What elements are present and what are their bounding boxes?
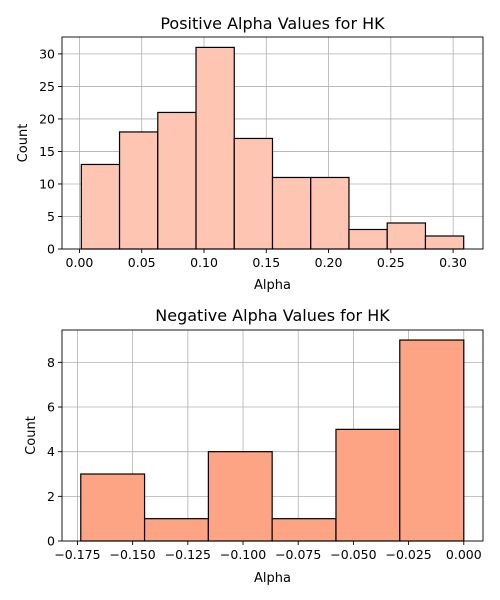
y-axis-label: Count bbox=[16, 124, 31, 163]
y-tick-label: 6 bbox=[47, 400, 55, 415]
y-axis-label: Count bbox=[24, 416, 39, 455]
histogram-bar bbox=[271, 518, 337, 542]
histogram-bar bbox=[118, 131, 159, 250]
histogram-bar bbox=[271, 176, 312, 250]
x-tick-label: 0.15 bbox=[252, 255, 280, 270]
chart-title: Negative Alpha Values for HK bbox=[155, 306, 390, 325]
y-tick-label: 2 bbox=[47, 489, 55, 504]
y-tick-label: 5 bbox=[47, 209, 55, 224]
x-tick-label: 0.10 bbox=[190, 255, 218, 270]
chart-title: Positive Alpha Values for HK bbox=[160, 14, 385, 33]
histogram-bar bbox=[310, 176, 350, 250]
x-tick-label: 0.30 bbox=[439, 255, 467, 270]
histogram-bar bbox=[207, 451, 273, 542]
histogram-bar bbox=[143, 518, 209, 542]
chart-negative-alpha: −0.175 −0.150 −0.125 −0.100 −0.075 −0.050 −0.0… bbox=[24, 306, 484, 586]
x-tick-label: −0.025 bbox=[385, 547, 431, 562]
y-tick-label: 0 bbox=[47, 534, 55, 549]
histogram-bar bbox=[424, 235, 465, 250]
x-tick-label: −0.175 bbox=[54, 547, 100, 562]
y-tick-label: 4 bbox=[47, 444, 55, 459]
x-tick-label: 0.20 bbox=[315, 255, 343, 270]
x-tick-label: −0.100 bbox=[220, 547, 266, 562]
histogram-bar bbox=[195, 46, 235, 250]
histogram-bar bbox=[80, 473, 146, 542]
histogram-bar bbox=[233, 137, 274, 250]
y-tick-label: 30 bbox=[39, 46, 55, 61]
x-tick-label: 0.000 bbox=[446, 547, 482, 562]
histogram-bar bbox=[335, 428, 401, 542]
y-tick-label: 15 bbox=[39, 144, 55, 159]
x-tick-label: 0.05 bbox=[128, 255, 156, 270]
y-tick-label: 10 bbox=[39, 176, 55, 191]
histogram-bar bbox=[80, 163, 121, 250]
x-tick-label: 0.00 bbox=[66, 255, 94, 270]
histogram-bar bbox=[386, 222, 427, 250]
y-tick-label: 0 bbox=[47, 242, 55, 257]
x-tick-label: 0.25 bbox=[377, 255, 405, 270]
x-tick-label: −0.075 bbox=[275, 547, 321, 562]
histogram-bar bbox=[399, 339, 465, 542]
histogram-bar bbox=[348, 228, 388, 250]
plot-frame bbox=[61, 329, 484, 542]
x-tick-label: −0.050 bbox=[330, 547, 376, 562]
histogram-bar bbox=[157, 111, 197, 250]
y-tick-label: 25 bbox=[39, 79, 55, 94]
x-tick-label: −0.125 bbox=[165, 547, 211, 562]
x-axis-label: Alpha bbox=[254, 278, 291, 293]
plot-frame bbox=[61, 36, 484, 250]
y-tick-label: 20 bbox=[39, 111, 55, 126]
x-axis-label: Alpha bbox=[254, 571, 291, 586]
y-tick-label: 8 bbox=[47, 355, 55, 370]
chart-positive-alpha: 0.00 0.05 0.10 0.15 0.20 0.25 0.30 0 5 10 15 20 25 30… bbox=[16, 14, 484, 293]
x-tick-label: −0.150 bbox=[110, 547, 156, 562]
